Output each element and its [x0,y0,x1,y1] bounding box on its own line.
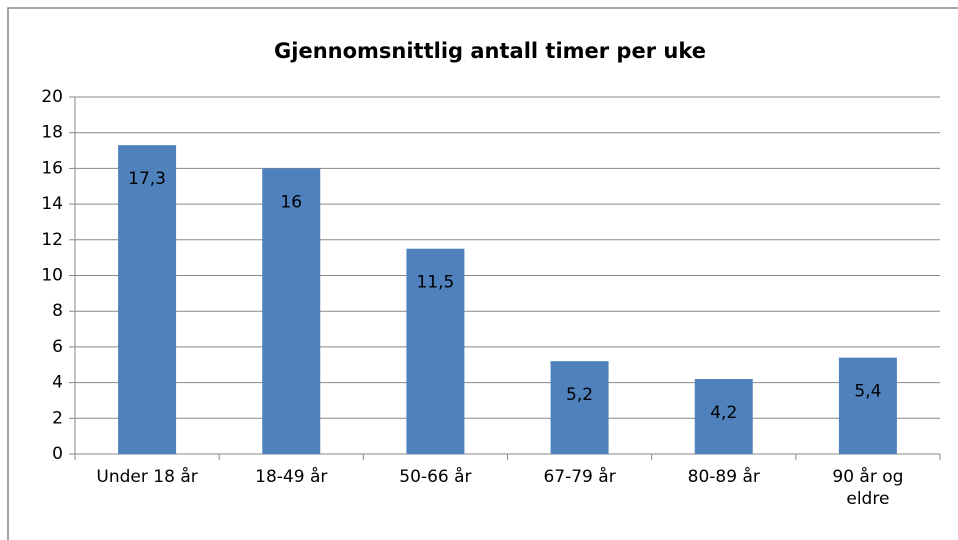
x-tick-label: 80-89 år [687,467,760,487]
y-tick-label: 16 [41,158,63,178]
x-tick-label: 90 år og eldre [832,467,904,509]
y-tick-label: 6 [52,337,63,357]
data-label: 17,3 [128,169,166,189]
x-tick-label: 67-79 år [543,467,616,487]
bar [550,361,609,454]
data-label: 11,5 [416,273,454,293]
y-tick-label: 12 [41,230,63,250]
y-tick-label: 18 [41,123,63,143]
data-label: 4,2 [710,403,737,423]
y-tick-label: 10 [41,266,63,286]
bar [406,248,465,454]
data-label: 5,4 [854,382,881,402]
y-tick-label: 4 [52,373,63,393]
y-tick-label: 20 [41,87,63,107]
y-tick-label: 2 [52,408,63,428]
chart-title: Gjennomsnittlig antall timer per uke [274,39,706,63]
bar [838,357,897,454]
x-tick-label: Under 18 år [96,467,198,487]
bar [694,379,753,454]
data-label: 16 [280,192,302,212]
y-tick-label: 0 [52,444,63,464]
data-label: 5,2 [566,385,593,405]
y-tick-label: 14 [41,194,63,214]
y-tick-label: 8 [52,301,63,321]
bar [118,145,177,454]
bar [262,168,321,454]
x-tick-label: 18-49 år [255,467,328,487]
x-tick-label: 50-66 år [399,467,472,487]
chart-frame [7,7,958,540]
